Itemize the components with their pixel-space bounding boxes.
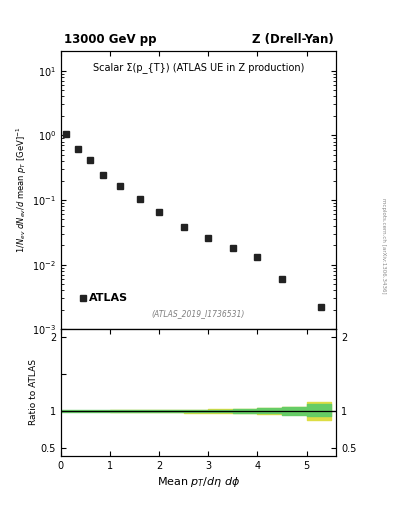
- Text: 13000 GeV pp: 13000 GeV pp: [64, 33, 156, 46]
- Text: mcplots.cern.ch [arXiv:1306.3436]: mcplots.cern.ch [arXiv:1306.3436]: [381, 198, 386, 293]
- Text: ATLAS: ATLAS: [90, 293, 129, 304]
- Text: Z (Drell-Yan): Z (Drell-Yan): [252, 33, 333, 46]
- Text: (ATLAS_2019_I1736531): (ATLAS_2019_I1736531): [152, 309, 245, 318]
- Text: Scalar Σ(p_{T}) (ATLAS UE in Z production): Scalar Σ(p_{T}) (ATLAS UE in Z productio…: [93, 62, 304, 73]
- Y-axis label: $1/N_{ev}\ dN_{ev}/d$ mean $p_T\ [\mathrm{GeV}]^{-1}$: $1/N_{ev}\ dN_{ev}/d$ mean $p_T\ [\mathr…: [15, 127, 29, 253]
- X-axis label: Mean $p_T/d\eta\ d\phi$: Mean $p_T/d\eta\ d\phi$: [157, 475, 240, 489]
- Y-axis label: Ratio to ATLAS: Ratio to ATLAS: [29, 359, 38, 425]
